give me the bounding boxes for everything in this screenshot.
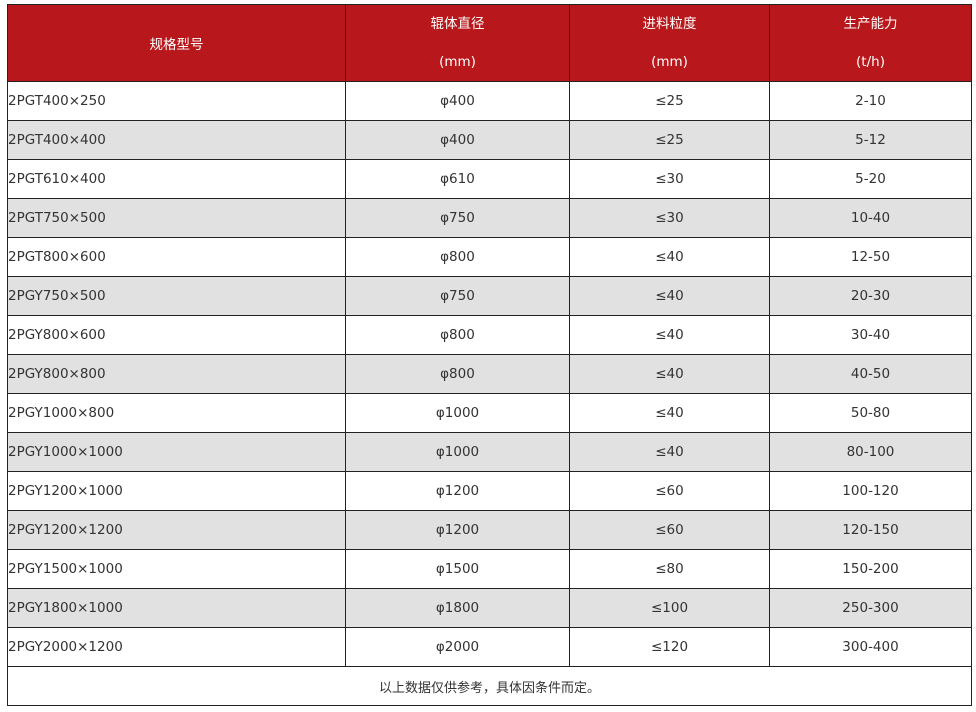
cell-feed-size: ≤40 [569, 237, 770, 277]
cell-capacity: 50-80 [769, 393, 972, 433]
cell-feed-size: ≤100 [569, 588, 770, 628]
cell-diameter: φ400 [345, 120, 570, 160]
header-capacity-title: 生产能力 [843, 16, 898, 32]
spec-table: 规格型号 辊体直径 (mm) 进料粒度 (mm) 生产能力 (t/h) 2PGT400… [7, 4, 972, 706]
table-row: 2PGT800×600 φ800 ≤40 12-50 [7, 237, 972, 277]
header-diameter-title: 辊体直径 [430, 16, 485, 32]
table-row: 2PGT750×500 φ750 ≤30 10-40 [7, 198, 972, 238]
cell-capacity: 10-40 [769, 198, 972, 238]
cell-model: 2PGY1000×800 [7, 393, 346, 433]
cell-diameter: φ750 [345, 276, 570, 316]
cell-diameter: φ800 [345, 237, 570, 277]
header-feed-size-unit: (mm) [651, 54, 688, 70]
cell-capacity: 250-300 [769, 588, 972, 628]
cell-model: 2PGY1500×1000 [7, 549, 346, 589]
cell-capacity: 12-50 [769, 237, 972, 277]
cell-model: 2PGY1200×1000 [7, 471, 346, 511]
cell-capacity: 5-20 [769, 159, 972, 199]
cell-capacity: 300-400 [769, 627, 972, 667]
cell-feed-size: ≤60 [569, 471, 770, 511]
cell-diameter: φ800 [345, 354, 570, 394]
cell-model: 2PGT800×600 [7, 237, 346, 277]
header-feed-size-title: 进料粒度 [642, 16, 697, 32]
cell-model: 2PGY1800×1000 [7, 588, 346, 628]
cell-model: 2PGT610×400 [7, 159, 346, 199]
header-capacity-unit: (t/h) [856, 54, 885, 70]
cell-feed-size: ≤40 [569, 354, 770, 394]
table-row: 2PGT400×400 φ400 ≤25 5-12 [7, 120, 972, 160]
table-row: 2PGY800×800 φ800 ≤40 40-50 [7, 354, 972, 394]
table-row: 2PGY1800×1000 φ1800 ≤100 250-300 [7, 588, 972, 628]
cell-capacity: 150-200 [769, 549, 972, 589]
cell-diameter: φ1200 [345, 510, 570, 550]
cell-feed-size: ≤40 [569, 393, 770, 433]
footnote-row: 以上数据仅供参考，具体因条件而定。 [7, 666, 972, 706]
cell-feed-size: ≤60 [569, 510, 770, 550]
cell-feed-size: ≤40 [569, 432, 770, 472]
table-row: 2PGY2000×1200 φ2000 ≤120 300-400 [7, 627, 972, 667]
table-row: 2PGY800×600 φ800 ≤40 30-40 [7, 315, 972, 355]
table-row: 2PGY1500×1000 φ1500 ≤80 150-200 [7, 549, 972, 589]
header-diameter: 辊体直径 (mm) [345, 4, 570, 82]
header-model-title: 规格型号 [149, 37, 204, 53]
cell-capacity: 80-100 [769, 432, 972, 472]
footnote: 以上数据仅供参考，具体因条件而定。 [7, 666, 972, 706]
cell-model: 2PGY2000×1200 [7, 627, 346, 667]
cell-capacity: 20-30 [769, 276, 972, 316]
cell-model: 2PGY800×600 [7, 315, 346, 355]
cell-model: 2PGY800×800 [7, 354, 346, 394]
cell-feed-size: ≤120 [569, 627, 770, 667]
cell-feed-size: ≤40 [569, 276, 770, 316]
header-model: 规格型号 [7, 4, 346, 82]
cell-feed-size: ≤40 [569, 315, 770, 355]
cell-capacity: 120-150 [769, 510, 972, 550]
table-row: 2PGY1000×1000 φ1000 ≤40 80-100 [7, 432, 972, 472]
cell-diameter: φ610 [345, 159, 570, 199]
cell-model: 2PGT750×500 [7, 198, 346, 238]
cell-diameter: φ1200 [345, 471, 570, 511]
table-row: 2PGY1000×800 φ1000 ≤40 50-80 [7, 393, 972, 433]
cell-diameter: φ1000 [345, 432, 570, 472]
table-row: 2PGT400×250 φ400 ≤25 2-10 [7, 81, 972, 121]
cell-model: 2PGT400×250 [7, 81, 346, 121]
table-row: 2PGY750×500 φ750 ≤40 20-30 [7, 276, 972, 316]
header-row: 规格型号 辊体直径 (mm) 进料粒度 (mm) 生产能力 (t/h) [7, 4, 972, 82]
cell-diameter: φ800 [345, 315, 570, 355]
header-capacity: 生产能力 (t/h) [769, 4, 972, 82]
cell-model: 2PGY750×500 [7, 276, 346, 316]
cell-capacity: 5-12 [769, 120, 972, 160]
cell-diameter: φ1500 [345, 549, 570, 589]
cell-model: 2PGT400×400 [7, 120, 346, 160]
header-diameter-unit: (mm) [439, 54, 476, 70]
cell-feed-size: ≤30 [569, 159, 770, 199]
cell-diameter: φ1800 [345, 588, 570, 628]
cell-diameter: φ400 [345, 81, 570, 121]
cell-feed-size: ≤30 [569, 198, 770, 238]
cell-feed-size: ≤25 [569, 81, 770, 121]
cell-feed-size: ≤80 [569, 549, 770, 589]
cell-diameter: φ750 [345, 198, 570, 238]
cell-capacity: 100-120 [769, 471, 972, 511]
cell-diameter: φ2000 [345, 627, 570, 667]
cell-feed-size: ≤25 [569, 120, 770, 160]
table-row: 2PGY1200×1200 φ1200 ≤60 120-150 [7, 510, 972, 550]
cell-model: 2PGY1200×1200 [7, 510, 346, 550]
cell-capacity: 40-50 [769, 354, 972, 394]
table-row: 2PGY1200×1000 φ1200 ≤60 100-120 [7, 471, 972, 511]
cell-diameter: φ1000 [345, 393, 570, 433]
cell-capacity: 30-40 [769, 315, 972, 355]
table-row: 2PGT610×400 φ610 ≤30 5-20 [7, 159, 972, 199]
cell-model: 2PGY1000×1000 [7, 432, 346, 472]
cell-capacity: 2-10 [769, 81, 972, 121]
header-feed-size: 进料粒度 (mm) [569, 4, 770, 82]
